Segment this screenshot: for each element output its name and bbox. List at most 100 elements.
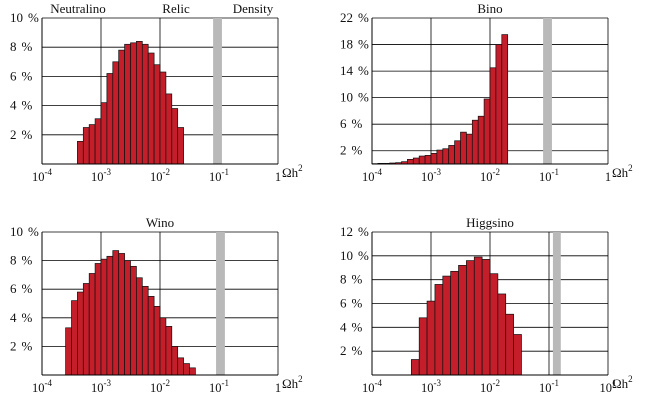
x-axis-label: Ωh2 [612, 374, 633, 391]
histogram-bar [442, 148, 450, 165]
histogram-bar [410, 359, 420, 376]
histogram-bar [136, 277, 143, 376]
chart-panel-neutralino: 2 %4 %6 %8 %10 %10-4 10-3 10-2 10-1 1 Ωh2Neutralin… [10, 1, 303, 184]
x-tick-base: 10 [209, 381, 222, 395]
chart-title: Wino [146, 215, 174, 230]
x-tick-label: 10-4 [362, 378, 382, 395]
y-tick-unit: % [22, 127, 33, 142]
x-tick-label: 10-1 [539, 167, 559, 184]
histogram-bar [88, 124, 96, 165]
gray-exclusion-band [552, 232, 561, 375]
y-tick-label: 4% [10, 98, 33, 113]
y-tick-label: 2% [340, 143, 363, 158]
y-tick-value: 8 [10, 39, 17, 54]
histogram-bar [495, 44, 503, 165]
x-tick-base: 10 [150, 381, 163, 395]
histogram-bar [77, 141, 84, 165]
y-tick-unit: % [358, 37, 369, 52]
histogram-bar [153, 306, 161, 376]
histogram-bar [489, 67, 497, 165]
histogram-bar [94, 118, 102, 165]
histogram-bar [165, 93, 173, 165]
x-tick-base: 10 [91, 170, 104, 184]
histogram-bar [147, 296, 155, 376]
x-tick-label: 10-1 [539, 378, 559, 395]
y-tick-label: 2% [340, 343, 363, 358]
y-tick-unit: % [358, 10, 369, 25]
y-tick-unit: % [22, 253, 33, 268]
x-tick-base: 10 [150, 170, 163, 184]
x-tick-base: 10 [32, 381, 45, 395]
y-tick-label: 12% [340, 224, 369, 239]
y-tick-unit: % [22, 310, 33, 325]
histogram-bar [471, 119, 479, 165]
x-axis-label-base: Ωh [612, 376, 629, 391]
histogram-bar [118, 253, 125, 376]
histogram-bar [434, 284, 444, 376]
x-axis-label-exponent: 2 [298, 163, 303, 173]
x-tick-base: 10 [91, 381, 104, 395]
y-tick-value: 2 [340, 143, 347, 158]
x-tick-exponent: -3 [434, 167, 442, 177]
x-tick-exponent: -3 [104, 378, 112, 388]
x-tick-label: 10-3 [91, 167, 111, 184]
y-tick-unit: % [22, 39, 33, 54]
y-tick-value: 22 [340, 10, 353, 25]
x-tick-base: 10 [362, 170, 375, 184]
x-axis-label-base: Ωh [282, 376, 299, 391]
histogram-bar [118, 49, 125, 165]
histogram-bar [82, 127, 90, 165]
histogram-bar [77, 291, 84, 376]
y-tick-unit: % [28, 10, 39, 25]
x-tick-base: 10 [600, 381, 613, 395]
x-tick-base: 10 [209, 170, 222, 184]
histogram-bar [177, 357, 184, 376]
x-tick-exponent: -2 [163, 378, 171, 388]
histogram-bar [460, 131, 467, 165]
x-tick-label: 10-3 [421, 378, 441, 395]
y-tick-unit: % [358, 90, 369, 105]
x-tick-label: 10-3 [91, 378, 111, 395]
y-tick-label: 8% [10, 253, 33, 268]
y-tick-value: 4 [10, 98, 17, 113]
histogram-bar [124, 43, 131, 165]
y-tick-unit: % [352, 143, 363, 158]
chart-title-word: Density [233, 1, 274, 16]
y-tick-unit: % [22, 68, 33, 83]
y-tick-label: 4% [10, 310, 33, 325]
histogram-bar [159, 317, 167, 376]
y-tick-unit: % [352, 319, 363, 334]
y-tick-value: 14 [340, 63, 354, 78]
x-tick-exponent: -3 [434, 378, 442, 388]
y-tick-value: 6 [340, 116, 347, 131]
chart-title: Bino [477, 1, 502, 16]
histogram-bar [489, 273, 499, 376]
x-tick-base: 10 [421, 170, 434, 184]
histogram-bar [189, 367, 196, 376]
y-tick-unit: % [358, 224, 369, 239]
x-tick-label: 10-2 [150, 167, 170, 184]
histogram-bar [106, 255, 114, 376]
chart-title-word: Relic [162, 1, 190, 16]
y-tick-label: 10% [340, 248, 369, 263]
histogram-bar [436, 149, 444, 165]
histogram-bar [136, 41, 143, 165]
y-tick-value: 18 [340, 37, 353, 52]
histogram-bar [501, 34, 509, 165]
x-axis-label-exponent: 2 [628, 163, 633, 173]
x-tick-exponent: -2 [163, 167, 171, 177]
y-tick-value: 6 [10, 281, 17, 296]
histogram-bar [418, 155, 426, 165]
x-tick-label: 1 [275, 170, 281, 184]
y-tick-label: 10% [10, 224, 39, 239]
x-axis-label-base: Ωh [282, 165, 299, 180]
histogram-bar [505, 313, 514, 376]
histogram-bar [130, 265, 137, 376]
y-tick-value: 6 [10, 68, 17, 83]
y-tick-unit: % [358, 248, 369, 263]
x-tick-base: 10 [362, 381, 375, 395]
histogram-bar [171, 108, 179, 165]
histogram-bar [124, 260, 131, 376]
